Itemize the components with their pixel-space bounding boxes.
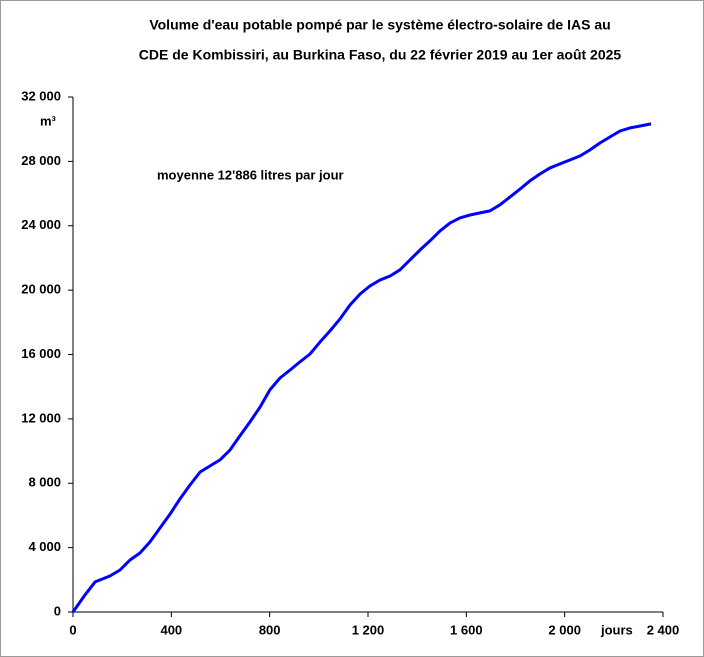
y-tick-label: 12 000 — [21, 410, 61, 425]
y-tick-label: 24 000 — [21, 217, 61, 232]
y-tick-label: 0 — [54, 603, 61, 618]
x-tick-label: 800 — [259, 622, 281, 637]
x-tick-label: 1 200 — [352, 622, 385, 637]
data-line — [71, 122, 652, 613]
x-tick-label: 400 — [160, 622, 182, 637]
y-tick-label: 28 000 — [21, 153, 61, 168]
x-tick-label: 1 600 — [450, 622, 483, 637]
y-tick-label: 32 000 — [21, 88, 61, 103]
y-axis-label: m³ — [40, 113, 57, 128]
y-tick-label: 16 000 — [21, 346, 61, 361]
annotation: moyenne 12'886 litres par jour — [157, 167, 344, 182]
x-tick-label: 2 000 — [548, 622, 581, 637]
y-tick-label: 8 000 — [28, 475, 61, 490]
y-tick-label: 4 000 — [28, 539, 61, 554]
chart-title: Volume d'eau potable pompé par le systèm… — [149, 17, 610, 33]
y-tick-label: 20 000 — [21, 282, 61, 297]
x-tick-label: 2 400 — [647, 622, 680, 637]
x-axis-label: jours — [600, 622, 633, 637]
chart-title: CDE de Kombissiri, au Burkina Faso, du 2… — [139, 47, 622, 63]
x-tick-label: 0 — [69, 622, 76, 637]
